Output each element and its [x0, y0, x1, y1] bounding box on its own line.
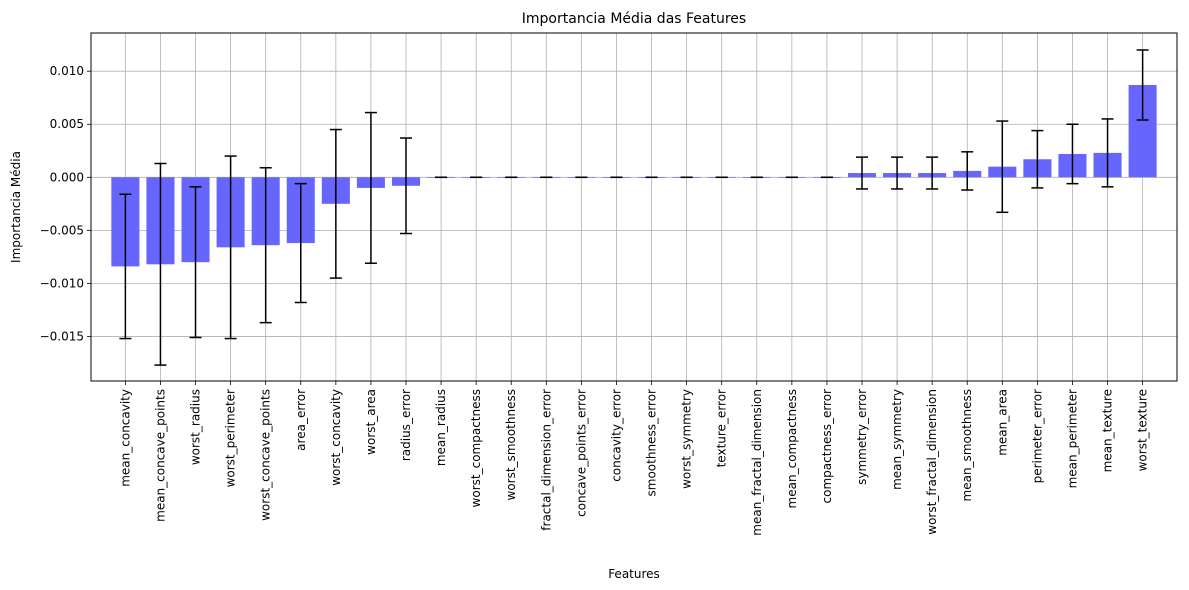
y-tick-label: 0.010 [50, 64, 84, 78]
plot-frame [90, 32, 1178, 382]
x-tick-label: area_error [294, 389, 308, 451]
x-axis-label: Features [608, 567, 660, 581]
x-tick-label: worst_concavity [329, 389, 343, 486]
x-tick-label: concavity_error [609, 389, 623, 482]
x-tick-label: perimeter_error [1030, 389, 1044, 483]
x-tick-label: mean_smoothness [960, 389, 974, 501]
x-tick-label: worst_radius [189, 389, 203, 465]
x-tick-label: concave_points_error [574, 389, 588, 517]
y-tick-label: −0.015 [40, 329, 84, 343]
x-tick-label: mean_area [995, 389, 1009, 456]
x-tick-label: radius_error [399, 389, 413, 461]
x-tick-label: worst_symmetry [680, 389, 694, 489]
x-axis: mean_concavity mean_concave_points worst_r… [118, 381, 1150, 536]
y-tick-label: 0.005 [50, 117, 84, 131]
x-tick-label: mean_compactness [785, 389, 799, 508]
y-axis: −0.015 −0.010 −0.005 0.000 0.005 0.010 [40, 64, 91, 343]
y-tick-label: 0.000 [50, 170, 84, 184]
x-tick-label: mean_fractal_dimension [750, 389, 764, 536]
x-tick-label: worst_perimeter [224, 389, 238, 487]
x-tick-label: compactness_error [820, 389, 834, 504]
x-tick-label: worst_smoothness [504, 389, 518, 500]
y-tick-label: −0.010 [40, 276, 84, 290]
x-tick-label: texture_error [715, 389, 729, 467]
error-bars [119, 49, 1149, 366]
x-tick-label: worst_compactness [469, 389, 483, 507]
bars [111, 84, 1157, 267]
x-tick-label: mean_radius [434, 389, 448, 466]
x-tick-label: worst_area [364, 389, 378, 455]
y-tick-label: −0.005 [40, 223, 84, 237]
x-tick-label: fractal_dimension_error [539, 389, 553, 531]
x-tick-label: smoothness_error [645, 389, 659, 497]
x-tick-label: mean_perimeter [1065, 389, 1079, 488]
x-tick-label: symmetry_error [855, 389, 869, 485]
x-tick-label: worst_texture [1136, 389, 1150, 471]
x-tick-label: mean_texture [1101, 389, 1115, 472]
y-axis-label: Importancia Média [9, 151, 23, 263]
x-tick-label: worst_concave_points [259, 389, 273, 521]
chart-title: Importancia Média das Features [522, 11, 746, 27]
x-tick-label: mean_concavity [118, 389, 132, 487]
x-tick-label: worst_fractal_dimension [925, 389, 939, 535]
x-tick-label: mean_concave_points [153, 389, 167, 522]
x-tick-label: mean_symmetry [890, 389, 904, 490]
